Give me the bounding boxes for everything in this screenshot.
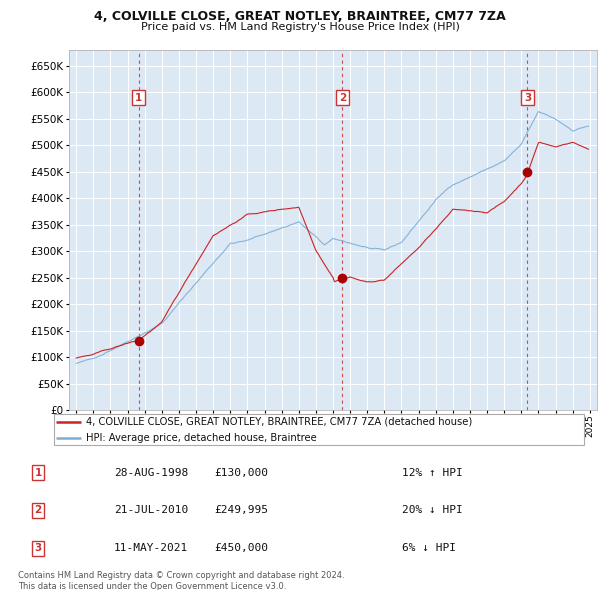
Text: 3: 3 <box>35 543 42 553</box>
Text: 1: 1 <box>135 93 142 103</box>
Text: £450,000: £450,000 <box>214 543 268 553</box>
Text: £249,995: £249,995 <box>214 506 268 515</box>
Text: 21-JUL-2010: 21-JUL-2010 <box>114 506 188 515</box>
Text: 4, COLVILLE CLOSE, GREAT NOTLEY, BRAINTREE, CM77 7ZA (detached house): 4, COLVILLE CLOSE, GREAT NOTLEY, BRAINTR… <box>86 417 472 427</box>
Text: 4, COLVILLE CLOSE, GREAT NOTLEY, BRAINTREE, CM77 7ZA: 4, COLVILLE CLOSE, GREAT NOTLEY, BRAINTR… <box>94 10 506 23</box>
Text: 2: 2 <box>35 506 42 515</box>
Text: Contains HM Land Registry data © Crown copyright and database right 2024.
This d: Contains HM Land Registry data © Crown c… <box>18 571 344 590</box>
FancyBboxPatch shape <box>53 414 584 445</box>
Text: £130,000: £130,000 <box>214 468 268 477</box>
Text: 2: 2 <box>339 93 346 103</box>
Text: 20% ↓ HPI: 20% ↓ HPI <box>402 506 463 515</box>
Text: 28-AUG-1998: 28-AUG-1998 <box>114 468 188 477</box>
Text: 11-MAY-2021: 11-MAY-2021 <box>114 543 188 553</box>
Text: 12% ↑ HPI: 12% ↑ HPI <box>402 468 463 477</box>
Text: HPI: Average price, detached house, Braintree: HPI: Average price, detached house, Brai… <box>86 433 317 443</box>
Text: 1: 1 <box>35 468 42 477</box>
Text: Price paid vs. HM Land Registry's House Price Index (HPI): Price paid vs. HM Land Registry's House … <box>140 22 460 32</box>
Text: 3: 3 <box>524 93 531 103</box>
Text: 6% ↓ HPI: 6% ↓ HPI <box>402 543 456 553</box>
